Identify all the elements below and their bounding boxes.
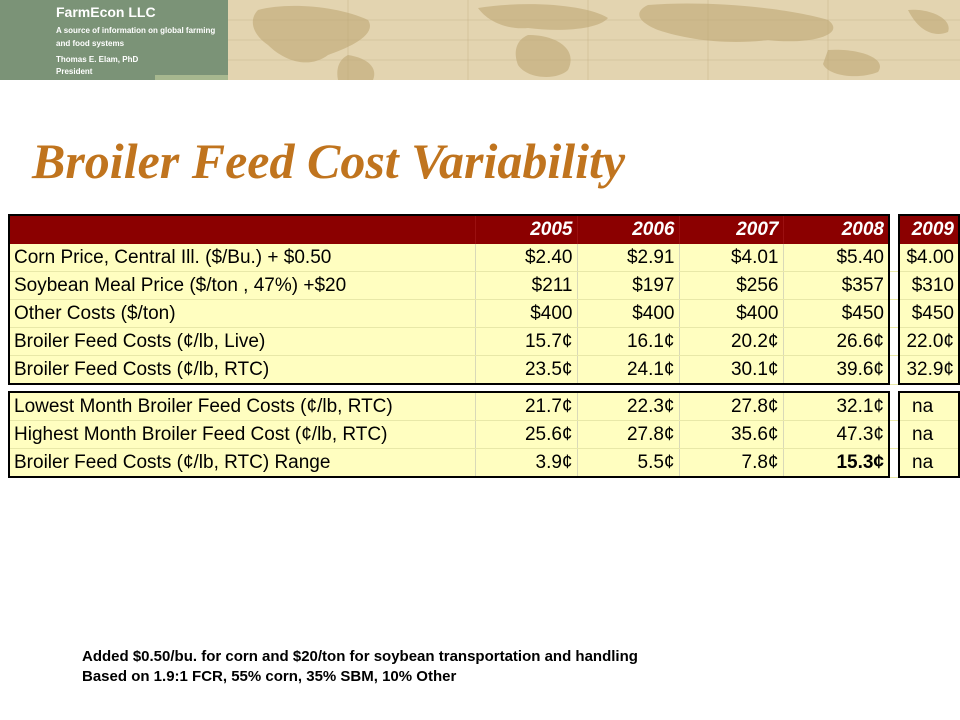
table-row: Broiler Feed Costs (¢/lb, RTC) Range 3.9¢… [8,448,960,478]
row-label: Highest Month Broiler Feed Cost (¢/lb, R… [8,420,476,449]
value-cell: $400 [475,299,578,328]
value-cell: 16.1¢ [577,327,680,356]
value-cell: 32.1¢ [783,391,890,421]
value-cell: 22.3¢ [577,391,680,421]
value-cell: 35.6¢ [679,420,784,449]
year-header-cell: 2009 [898,214,960,244]
value-cell: 23.5¢ [475,355,578,385]
table-row: Highest Month Broiler Feed Cost (¢/lb, R… [8,420,960,449]
value-cell: $450 [898,299,960,328]
value-cell: $400 [577,299,680,328]
value-cell: 25.6¢ [475,420,578,449]
value-cell: 15.7¢ [475,327,578,356]
value-cell: $5.40 [783,244,890,272]
value-cell: 24.1¢ [577,355,680,385]
separator-cell [9,384,959,392]
column-gap [889,271,899,300]
footnotes: Added $0.50/bu. for corn and $20/ton for… [82,647,638,687]
row-label: Soybean Meal Price ($/ton , 47%) +$20 [8,271,476,300]
column-gap [889,215,900,244]
value-cell: $357 [783,271,890,300]
value-cell: 39.6¢ [783,355,890,385]
value-cell: 20.2¢ [679,327,784,356]
company-logo-box: FarmEcon LLC A source of information on … [0,0,228,80]
column-gap [889,355,899,385]
presenter-info: Thomas E. Elam, PhD President [56,54,138,78]
year-header-row: 2005 2006 2007 2008 2009 [8,214,960,244]
value-cell: 26.6¢ [783,327,890,356]
world-map-background [228,0,960,80]
presenter-name: Thomas E. Elam, PhD [56,55,139,64]
value-cell: na [898,420,960,449]
column-gap [889,299,899,328]
row-label: Corn Price, Central Ill. ($/Bu.) + $0.50 [8,244,476,272]
company-name: FarmEcon LLC [56,4,156,20]
value-cell: 32.9¢ [898,355,960,385]
value-cell: $4.00 [898,244,960,272]
column-gap [889,392,899,421]
table-row: Other Costs ($/ton) $400 $400 $400 $450 $450 [8,299,960,328]
row-label: Broiler Feed Costs (¢/lb, RTC) [8,355,476,385]
year-header-cell: 2008 [783,214,890,244]
value-cell: $400 [679,299,784,328]
value-cell: na [898,448,960,478]
value-cell: $310 [898,271,960,300]
value-cell: 7.8¢ [679,448,784,478]
header-blank-cell [8,214,476,244]
value-cell: 3.9¢ [475,448,578,478]
row-label: Other Costs ($/ton) [8,299,476,328]
group-separator [9,384,959,392]
footnote-fcr: Based on 1.9:1 FCR, 55% corn, 35% SBM, 1… [82,668,457,685]
slide-title: Broiler Feed Cost Variability [32,133,626,189]
column-gap [889,448,899,478]
presenter-role: President [56,67,93,76]
value-cell: 5.5¢ [577,448,680,478]
year-header-cell: 2006 [577,214,680,244]
value-cell: 22.0¢ [898,327,960,356]
value-cell: $256 [679,271,784,300]
row-label: Lowest Month Broiler Feed Costs (¢/lb, R… [8,391,476,421]
value-cell: $197 [577,271,680,300]
feed-cost-table: 2005 2006 2007 2008 2009 Corn Price, Cen… [8,214,960,478]
column-gap [889,420,899,449]
header-banner: FarmEcon LLC A source of information on … [0,0,960,80]
table-row: Soybean Meal Price ($/ton , 47%) +$20 $21… [8,271,960,300]
value-cell: 27.8¢ [679,391,784,421]
row-label: Broiler Feed Costs (¢/lb, Live) [8,327,476,356]
footnote-transport: Added $0.50/bu. for corn and $20/ton for… [82,648,638,665]
column-gap [889,244,899,272]
value-cell: na [898,391,960,421]
value-cell: $450 [783,299,890,328]
table-row: Broiler Feed Costs (¢/lb, RTC) 23.5¢ 24.1¢… [8,355,960,385]
value-cell: 21.7¢ [475,391,578,421]
value-cell: $211 [475,271,578,300]
value-cell: $4.01 [679,244,784,272]
year-header-cell: 2005 [475,214,578,244]
value-cell: 47.3¢ [783,420,890,449]
company-tagline: A source of information on global farmin… [56,26,216,48]
table-body: 2005 2006 2007 2008 2009 Corn Price, Cen… [8,214,960,478]
table-row: Corn Price, Central Ill. ($/Bu.) + $0.50… [8,244,960,272]
table-row: Broiler Feed Costs (¢/lb, Live) 15.7¢ 16.1… [8,327,960,356]
column-gap [889,327,899,356]
logo-accent-bar [155,75,228,80]
year-header-cell: 2007 [679,214,784,244]
value-cell: $2.40 [475,244,578,272]
row-label: Broiler Feed Costs (¢/lb, RTC) Range [8,448,476,478]
value-cell: 27.8¢ [577,420,680,449]
table-row: Lowest Month Broiler Feed Costs (¢/lb, R… [8,391,960,421]
value-cell: $2.91 [577,244,680,272]
value-cell: 15.3¢ [783,448,890,478]
value-cell: 30.1¢ [679,355,784,385]
